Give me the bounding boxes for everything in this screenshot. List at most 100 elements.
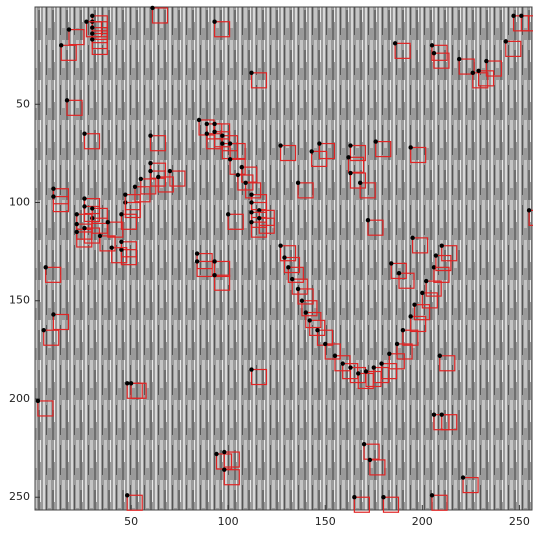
point — [212, 129, 217, 134]
point — [410, 235, 415, 241]
detection-box — [520, 15, 533, 32]
detection-box — [396, 343, 413, 360]
point — [365, 217, 371, 223]
detection-box — [433, 266, 450, 283]
detection-box — [505, 40, 522, 57]
point — [526, 208, 532, 213]
detection-box — [111, 247, 128, 264]
x-tick-label: 250 — [509, 515, 530, 528]
detection-box — [66, 99, 83, 116]
point — [43, 265, 48, 270]
point — [51, 186, 56, 191]
point — [225, 212, 231, 217]
y-tick-label: 50 — [16, 97, 30, 110]
detection-box — [349, 172, 367, 189]
point — [295, 180, 301, 186]
detection-box — [462, 476, 479, 494]
detection-box — [279, 144, 297, 162]
point — [82, 225, 87, 231]
detection-box — [223, 469, 240, 486]
detection-box — [213, 260, 231, 278]
point — [389, 261, 394, 266]
detection-box — [213, 21, 231, 38]
point — [429, 493, 435, 498]
point — [227, 157, 233, 162]
point — [249, 219, 254, 225]
x-tick-label: 200 — [412, 515, 433, 528]
detection-box — [301, 300, 318, 317]
point — [128, 381, 134, 386]
detection-box — [151, 7, 169, 24]
detection-box — [250, 221, 268, 238]
detection-box — [441, 414, 458, 431]
point — [519, 13, 524, 19]
detection-box — [431, 494, 448, 511]
point — [340, 361, 345, 366]
point — [348, 365, 353, 370]
detection-box — [85, 21, 103, 38]
point — [66, 27, 72, 32]
point — [74, 212, 79, 217]
detection-box — [45, 266, 62, 283]
point — [307, 318, 312, 323]
detection-box — [353, 496, 370, 513]
point — [249, 200, 254, 205]
point — [503, 39, 508, 44]
point — [148, 161, 153, 166]
detection-box — [291, 278, 308, 295]
point — [470, 70, 475, 76]
detection-box — [528, 209, 533, 226]
point — [119, 247, 124, 252]
point — [222, 449, 227, 455]
detection-box — [120, 213, 137, 230]
detection-box — [382, 496, 400, 513]
point — [286, 265, 291, 270]
detection-box — [369, 459, 386, 476]
detection-box — [126, 494, 143, 511]
point — [239, 164, 244, 170]
detection-box — [250, 211, 268, 228]
detection-box — [367, 219, 384, 236]
point — [119, 239, 124, 244]
point — [476, 68, 481, 74]
detection-box — [250, 72, 268, 89]
point — [511, 13, 516, 19]
point — [456, 56, 462, 62]
detection-box — [433, 52, 450, 69]
point — [423, 278, 429, 284]
detection-box — [441, 245, 458, 262]
detection-box — [390, 262, 407, 280]
point — [51, 312, 56, 317]
point — [214, 451, 219, 457]
y-tick-label: 250 — [9, 490, 30, 503]
detection-box — [68, 28, 85, 46]
point — [90, 31, 95, 36]
y-tick-label: 150 — [9, 294, 30, 307]
point — [392, 41, 398, 46]
point — [357, 180, 363, 186]
detection-box — [223, 451, 240, 468]
point — [243, 180, 248, 186]
point — [249, 192, 254, 197]
point — [437, 353, 442, 358]
point — [194, 259, 200, 264]
point — [220, 141, 225, 146]
point — [317, 141, 322, 146]
detection-box — [318, 142, 336, 160]
point — [348, 143, 353, 148]
point — [387, 351, 392, 356]
detection-box — [359, 182, 376, 199]
detection-box — [279, 245, 297, 262]
detection-box — [37, 400, 54, 417]
point — [278, 243, 283, 248]
point — [150, 5, 155, 11]
point — [295, 286, 301, 292]
detection-box — [283, 256, 301, 274]
point — [412, 302, 417, 307]
detection-box — [297, 182, 314, 199]
point — [212, 259, 217, 264]
point — [235, 172, 241, 178]
point — [249, 367, 254, 372]
point — [249, 70, 254, 76]
